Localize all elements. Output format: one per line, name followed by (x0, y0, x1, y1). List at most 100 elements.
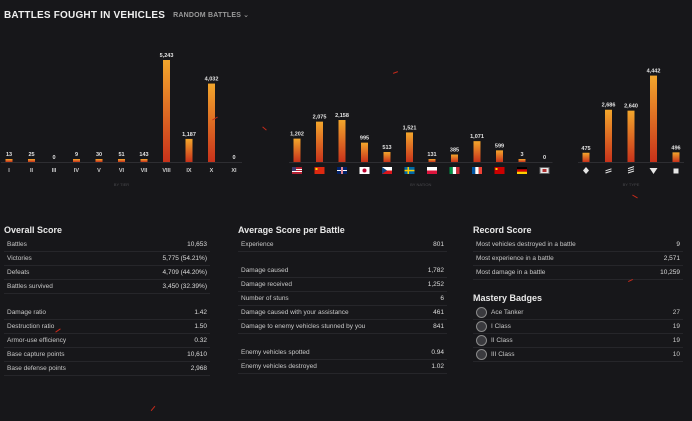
bar-value-label: 599 (495, 143, 504, 149)
bar (672, 152, 680, 162)
stat-row: Number of stuns 6 (238, 292, 447, 306)
bar (428, 159, 436, 162)
stat-label: I Class (491, 323, 511, 330)
stat-label: Battles survived (7, 283, 53, 290)
bar (518, 159, 526, 162)
stat-value: 27 (672, 309, 680, 316)
stat-value: 1.02 (431, 363, 444, 370)
overall-score-panel: Overall Score Battles 10,653 Victories 5,77… (4, 222, 210, 376)
tier-chart: 13 I 25 II 0 III 9 IV 30 V 51 VI 143 VII 5,243 VIII 1,18… (1, 53, 242, 187)
bar (338, 120, 346, 162)
bar (582, 152, 590, 162)
stat-value: 10,610 (187, 351, 207, 358)
bar (361, 142, 368, 162)
mastery-rows: Ace Tanker 27 I Class 19 II Class 19 III Class… (473, 306, 683, 362)
stat-row: Damage caused 1,782 (238, 264, 447, 278)
flag-poland-icon (427, 167, 437, 174)
flag-usa-icon (292, 167, 302, 174)
stat-value: 1.50 (194, 323, 207, 330)
bar (406, 132, 413, 162)
stat-label: Enemy vehicles spotted (241, 349, 310, 356)
stat-label: Defeats (7, 269, 30, 276)
stat-value: 1,782 (427, 267, 444, 274)
stat-row: Armor-use efficiency 0.32 (4, 334, 210, 348)
bar (118, 159, 125, 162)
stat-label: Battles (7, 241, 27, 248)
stat-value: 0.32 (194, 337, 207, 344)
stat-label: Experience (241, 241, 274, 248)
mastery-badge-row: III Class 10 (473, 348, 683, 362)
flag-uk-icon (337, 167, 347, 174)
type-heavyTank-icon (627, 166, 635, 174)
stat-label: Number of stuns (241, 295, 289, 302)
bar-value-label: 2,686 (602, 103, 616, 109)
stat-value: 801 (433, 241, 444, 248)
bar-value-label: 0 (52, 155, 55, 161)
type-SPG-icon (673, 168, 679, 174)
stat-value: 1,252 (427, 281, 444, 288)
tick-label: V (97, 168, 101, 174)
record-rows: Most vehicles destroyed in a battle 9 Most… (473, 238, 683, 280)
type-lightTank-icon (583, 167, 589, 174)
vehicle-charts: 13I25II0III9IV30V51VI143VII5,243VIII1,18… (1, 53, 684, 187)
bar-value-label: 385 (450, 148, 459, 154)
overall-group-1: Battles 10,653 Victories 5,775 (54.21%) Defe… (4, 238, 210, 294)
stat-value: 461 (433, 309, 444, 316)
bar-value-label: 2,158 (335, 113, 349, 119)
flag-czech-icon (382, 167, 392, 174)
overall-score-title: Overall Score (4, 225, 63, 235)
stat-label: Armor-use efficiency (7, 337, 67, 344)
stat-value: 19 (672, 337, 680, 344)
stat-label: Base capture points (7, 351, 65, 358)
stat-label: Damage ratio (7, 309, 47, 316)
bar-value-label: 5,243 (160, 53, 174, 59)
stat-value: 4,709 (44.20%) (162, 269, 207, 276)
average-group-2: Damage caused 1,782 Damage received 1,252 Nu… (238, 264, 447, 334)
flag-italy-icon (449, 167, 460, 174)
bar-value-label: 13 (6, 152, 12, 158)
bar-value-label: 25 (28, 152, 34, 158)
bar (140, 159, 148, 162)
stat-value: 5,775 (54.21%) (162, 255, 207, 262)
flag-germany-icon (517, 167, 527, 174)
axis-label: BY NATION (410, 182, 431, 187)
bar (293, 138, 301, 162)
type-chart: 475 2,686 2,640 4,442 496 BY TYPE (578, 69, 684, 187)
stat-row: Damage ratio 1.42 (4, 306, 210, 320)
tick-label: III (52, 168, 57, 174)
stat-value: 2,968 (190, 365, 207, 372)
record-score-panel: Record Score Most vehicles destroyed in … (473, 222, 683, 362)
mastery-badges-title: Mastery Badges (473, 293, 543, 303)
page-header: BATTLES FOUGHT IN VEHICLES RANDOM BATTLE… (4, 8, 249, 22)
tick-label: IV (74, 168, 80, 174)
stat-label: Victories (7, 255, 32, 262)
mastery-badge-row: II Class 19 (473, 334, 683, 348)
flag-japan-icon (359, 167, 370, 174)
bar (163, 60, 170, 162)
bar-value-label: 131 (427, 152, 436, 158)
stat-row: Base capture points 10,610 (4, 348, 210, 362)
page-title: BATTLES FOUGHT IN VEHICLES (4, 9, 166, 21)
bar-value-label: 1,202 (290, 132, 304, 138)
stat-row: Victories 5,775 (54.21%) (4, 252, 210, 266)
stat-row: Most vehicles destroyed in a battle 9 (473, 238, 683, 252)
battle-type-label: RANDOM BATTLES (173, 11, 242, 19)
stat-value: 6 (440, 295, 444, 302)
battle-type-dropdown[interactable]: RANDOM BATTLES ⌄ (173, 11, 249, 20)
stat-value: 841 (433, 323, 444, 330)
stat-label: Enemy vehicles destroyed (241, 363, 317, 370)
stat-row: Destruction ratio 1.50 (4, 320, 210, 334)
stat-value: 1.42 (194, 309, 207, 316)
bar-value-label: 475 (581, 146, 590, 152)
mastery-badge-row: Ace Tanker 27 (473, 306, 683, 320)
stat-row: Most experience in a battle 2,571 (473, 252, 683, 266)
class-3-badge-icon (476, 349, 487, 360)
flag-intunion-icon (539, 167, 550, 174)
stat-value: 9 (676, 241, 680, 248)
class-1-badge-icon (476, 321, 487, 332)
stat-label: Damage to enemy vehicles stunned by you (241, 323, 366, 330)
axis-label: BY TIER (114, 182, 130, 187)
bar (95, 159, 103, 162)
stat-label: Damage caused with your assistance (241, 309, 349, 316)
bar (383, 152, 391, 162)
